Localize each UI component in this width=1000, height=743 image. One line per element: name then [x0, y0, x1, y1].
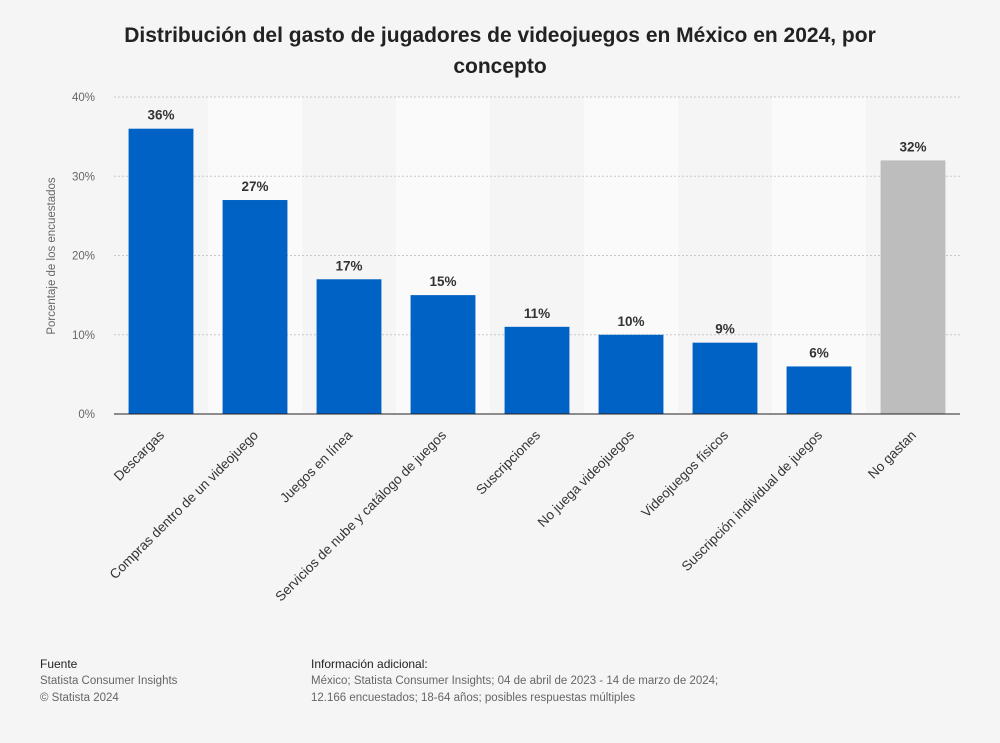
info-heading: Información adicional: [311, 657, 428, 671]
y-tick-label: 0% [78, 409, 95, 421]
y-axis-label: Porcentaje de los encuestados [46, 177, 58, 335]
x-tick-label: No gastan [865, 428, 919, 482]
x-tick-label: Videojuegos físicos [638, 427, 731, 520]
y-tick-label: 40% [72, 92, 95, 104]
chart-title: Distribución del gasto de jugadores de v… [124, 24, 876, 78]
data-label: 10% [617, 314, 644, 329]
y-tick-label: 10% [72, 330, 95, 342]
data-label: 6% [809, 345, 829, 360]
data-label: 15% [429, 274, 456, 289]
bar[interactable] [692, 342, 758, 414]
x-tick-label: Compras dentro de un videojuego [107, 428, 261, 582]
y-axis-ticks: 0% 10% 20% 30% 40% [72, 92, 95, 421]
x-tick-label: No juega videojuegos [535, 427, 638, 530]
x-tick-label: Juegos en línea [277, 427, 355, 505]
x-tick-label: Descargas [111, 427, 167, 483]
data-label: 36% [147, 108, 174, 123]
data-label: 27% [241, 179, 268, 194]
data-label: 17% [335, 258, 362, 273]
footer-info: Información adicional: México; Statista … [311, 656, 731, 707]
bar[interactable] [598, 334, 664, 414]
bar[interactable] [128, 128, 194, 414]
x-tick-label: Suscripciones [473, 427, 543, 497]
copyright-line: © Statista 2024 [40, 692, 119, 704]
info-text: México; Statista Consumer Insights; 04 d… [311, 675, 719, 704]
data-label: 11% [524, 306, 550, 321]
bar-chart: 0% 10% 20% 30% 40% Porcentaje de los encuest… [46, 92, 960, 604]
bar[interactable] [504, 326, 570, 414]
y-tick-label: 30% [72, 171, 95, 183]
source-heading: Fuente [40, 657, 78, 671]
y-tick-label: 20% [72, 251, 95, 263]
x-tick-label: Servicios de nube y catálogo de juegos [272, 427, 449, 604]
bar[interactable] [222, 200, 288, 414]
bar[interactable] [316, 279, 382, 414]
bar[interactable] [880, 160, 946, 414]
data-label: 32% [899, 139, 926, 154]
bar[interactable] [410, 295, 476, 414]
data-labels: 36% 27% 17% 15% 11% 10% 9% 6% 32% [147, 108, 926, 361]
bar[interactable] [786, 366, 852, 414]
data-label: 9% [715, 322, 735, 337]
bars [128, 128, 946, 414]
source-line: Statista Consumer Insights [40, 675, 178, 687]
footer-source: Fuente Statista Consumer Insights © Stat… [40, 656, 177, 707]
